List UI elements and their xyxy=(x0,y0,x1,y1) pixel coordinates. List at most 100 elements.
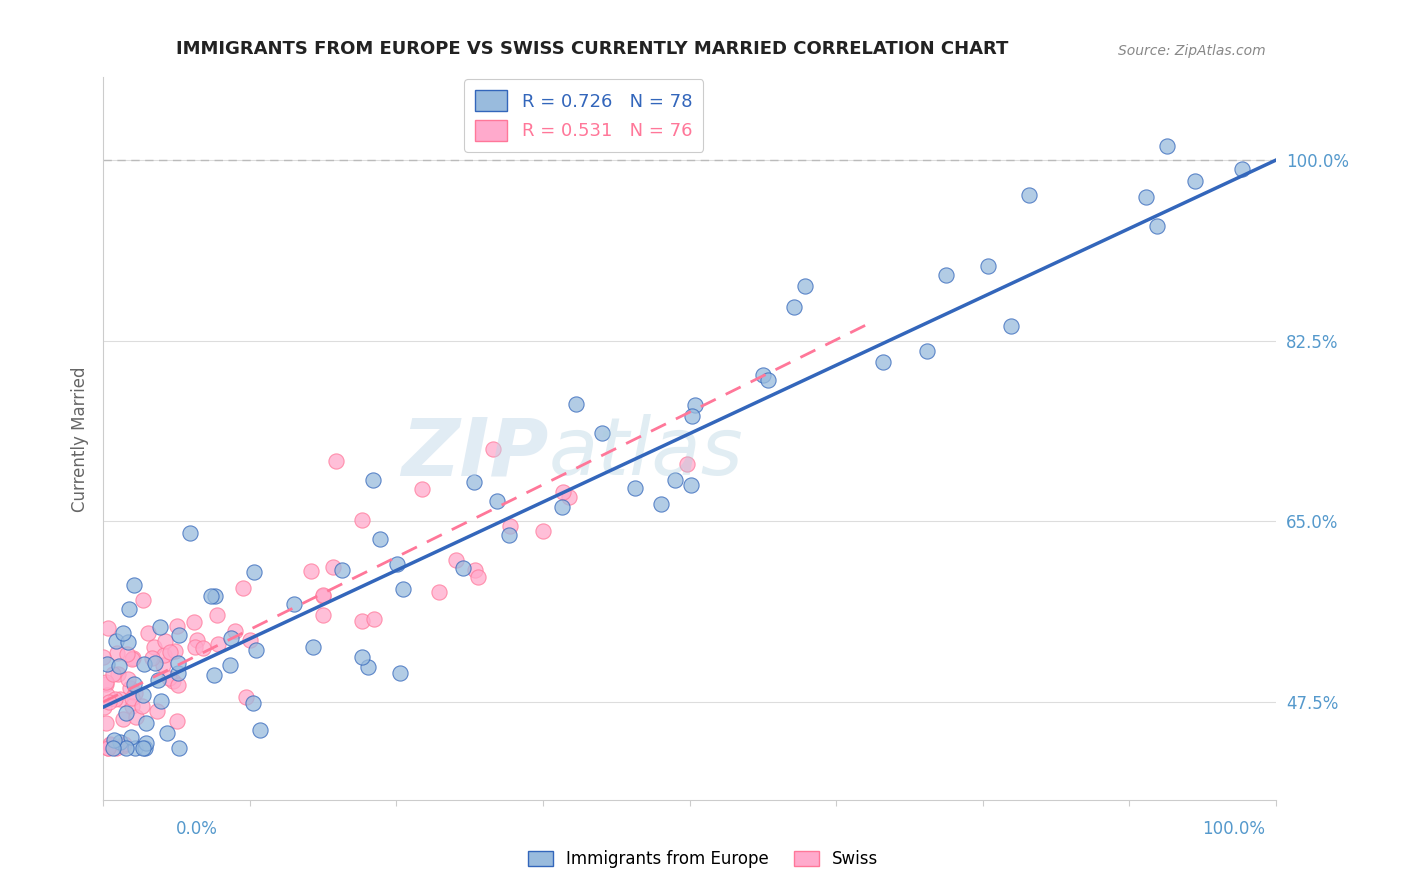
Point xyxy=(350,614,373,628)
Point xyxy=(1184,174,1206,188)
Point xyxy=(107,667,129,681)
Point xyxy=(352,513,374,527)
Point xyxy=(97,741,120,756)
Point xyxy=(105,646,128,660)
Point xyxy=(169,741,191,756)
Point xyxy=(650,497,672,511)
Point xyxy=(96,688,118,702)
Point xyxy=(121,698,143,713)
Point xyxy=(105,741,128,756)
Point xyxy=(1000,319,1022,334)
Point xyxy=(239,632,262,647)
Point xyxy=(121,690,143,705)
Point xyxy=(103,741,125,756)
Point xyxy=(183,640,205,655)
Point xyxy=(363,612,385,626)
Point xyxy=(167,656,190,670)
Point xyxy=(93,650,115,665)
Point xyxy=(204,589,226,603)
Point xyxy=(103,692,125,706)
Point xyxy=(115,647,138,661)
Point xyxy=(146,673,169,687)
Point xyxy=(623,481,645,495)
Point xyxy=(752,368,775,382)
Y-axis label: Currently Married: Currently Married xyxy=(72,366,89,511)
Point xyxy=(143,657,166,671)
Point xyxy=(98,738,121,752)
Legend: Immigrants from Europe, Swiss: Immigrants from Europe, Swiss xyxy=(522,844,884,875)
Point xyxy=(136,625,159,640)
Point xyxy=(356,659,378,673)
Point xyxy=(235,690,257,704)
Point xyxy=(162,673,184,688)
Point xyxy=(97,741,120,756)
Point xyxy=(756,374,779,388)
Point xyxy=(166,677,188,691)
Point xyxy=(591,425,613,440)
Point xyxy=(679,477,702,491)
Point xyxy=(664,473,686,487)
Point xyxy=(94,716,117,731)
Point xyxy=(219,632,242,646)
Point xyxy=(105,634,128,648)
Point xyxy=(131,699,153,714)
Point xyxy=(242,696,264,710)
Point xyxy=(1232,161,1254,176)
Point xyxy=(202,668,225,682)
Point xyxy=(132,688,155,702)
Point xyxy=(392,582,415,597)
Point xyxy=(451,561,474,575)
Point xyxy=(111,712,134,726)
Point xyxy=(299,565,322,579)
Point xyxy=(1156,138,1178,153)
Point xyxy=(872,355,894,369)
Point xyxy=(1146,219,1168,234)
Point xyxy=(141,651,163,665)
Text: ZIP: ZIP xyxy=(402,414,548,492)
Point xyxy=(411,483,433,497)
Point xyxy=(96,657,118,671)
Point xyxy=(132,657,155,671)
Point xyxy=(205,608,228,623)
Point xyxy=(467,570,489,584)
Point xyxy=(200,589,222,603)
Point xyxy=(322,560,344,574)
Point xyxy=(108,735,131,749)
Point xyxy=(135,715,157,730)
Point xyxy=(125,709,148,723)
Point xyxy=(157,671,180,685)
Point xyxy=(551,500,574,514)
Point xyxy=(93,699,115,714)
Point xyxy=(224,624,246,639)
Point xyxy=(112,626,135,640)
Point xyxy=(446,553,468,567)
Point xyxy=(97,621,120,635)
Point xyxy=(312,589,335,603)
Point xyxy=(118,681,141,695)
Point xyxy=(149,694,172,708)
Point xyxy=(976,259,998,273)
Text: IMMIGRANTS FROM EUROPE VS SWISS CURRENTLY MARRIED CORRELATION CHART: IMMIGRANTS FROM EUROPE VS SWISS CURRENTL… xyxy=(176,40,1008,58)
Point xyxy=(165,644,187,658)
Point xyxy=(498,528,520,542)
Point xyxy=(219,658,242,673)
Point xyxy=(387,557,409,571)
Point xyxy=(146,704,169,718)
Point xyxy=(94,677,117,691)
Point xyxy=(149,620,172,634)
Point xyxy=(132,741,155,756)
Point xyxy=(427,584,450,599)
Point xyxy=(179,525,201,540)
Point xyxy=(100,738,122,752)
Point xyxy=(312,587,335,601)
Point xyxy=(232,581,254,595)
Point xyxy=(134,741,156,756)
Point xyxy=(499,519,522,533)
Point xyxy=(135,736,157,750)
Point xyxy=(120,731,142,745)
Point xyxy=(193,641,215,656)
Point xyxy=(124,578,146,592)
Point xyxy=(152,657,174,672)
Point xyxy=(361,473,384,487)
Point xyxy=(325,454,347,468)
